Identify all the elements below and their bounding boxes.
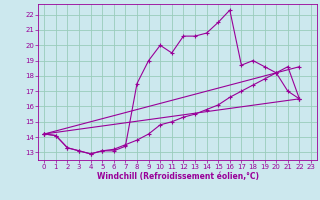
X-axis label: Windchill (Refroidissement éolien,°C): Windchill (Refroidissement éolien,°C) [97,172,259,181]
